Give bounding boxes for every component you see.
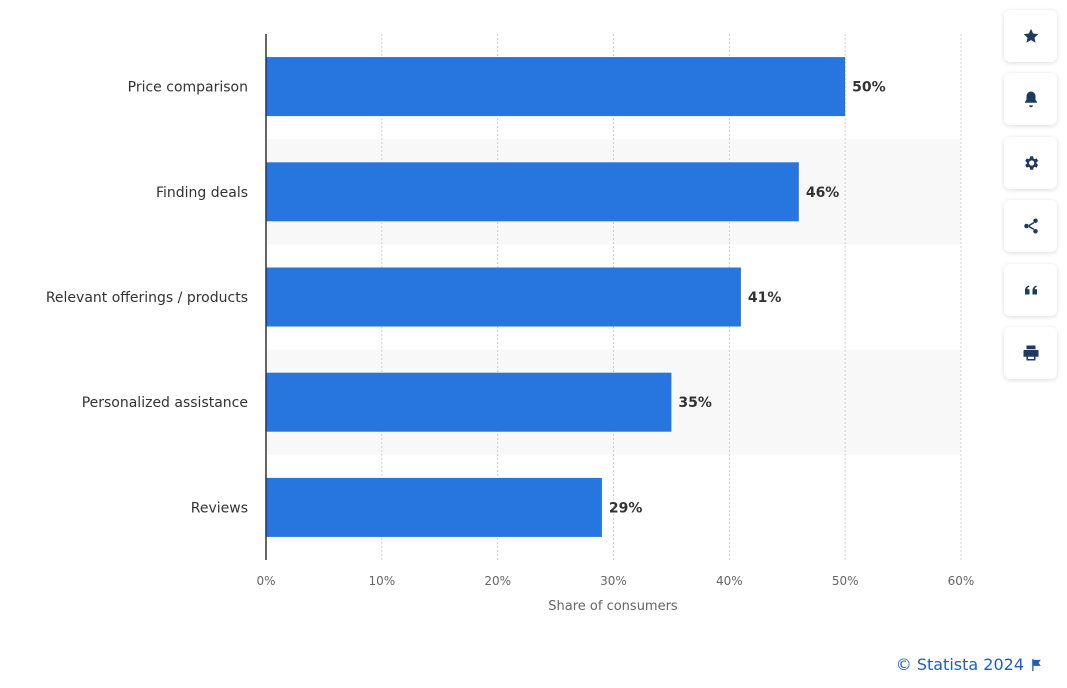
x-axis-title: Share of consumers — [548, 599, 678, 614]
credit-text: © Statista 2024 — [895, 655, 1024, 674]
chart-toolbar — [1004, 10, 1057, 390]
cite-button[interactable] — [1004, 263, 1057, 316]
print-icon — [1023, 345, 1038, 361]
x-tick-label: 50% — [832, 574, 859, 588]
value-label: 50% — [852, 80, 886, 96]
gear-icon — [1024, 156, 1038, 170]
value-label: 29% — [609, 500, 643, 516]
bar[interactable] — [266, 162, 799, 222]
star-icon — [1023, 28, 1038, 43]
x-tick-label: 40% — [716, 574, 743, 588]
bell-icon — [1024, 91, 1037, 108]
bar[interactable] — [266, 267, 741, 327]
category-label: Finding deals — [156, 185, 248, 201]
x-tick-label: 10% — [368, 574, 395, 588]
value-label: 41% — [748, 290, 782, 306]
share-button[interactable] — [1004, 200, 1057, 253]
category-label: Price comparison — [128, 80, 248, 96]
bar[interactable] — [266, 372, 672, 432]
x-tick-label: 20% — [484, 574, 511, 588]
share-icon — [1023, 218, 1038, 234]
notification-button[interactable] — [1004, 73, 1057, 126]
category-label: Reviews — [191, 500, 248, 516]
x-tick-label: 0% — [256, 574, 275, 588]
value-label: 46% — [806, 185, 840, 201]
x-tick-label: 30% — [600, 574, 627, 588]
favorite-button[interactable] — [1004, 10, 1057, 62]
flag-icon — [1031, 658, 1042, 671]
print-button[interactable] — [1004, 326, 1057, 379]
bar[interactable] — [266, 477, 602, 537]
quote-icon — [1024, 285, 1037, 295]
category-label: Relevant offerings / products — [46, 290, 248, 306]
statista-credit[interactable]: © Statista 2024 — [896, 655, 1042, 674]
bar[interactable] — [266, 57, 846, 117]
value-label: 35% — [678, 395, 712, 411]
x-tick-label: 60% — [948, 574, 975, 588]
settings-button[interactable] — [1004, 136, 1057, 189]
category-label: Personalized assistance — [82, 395, 248, 411]
